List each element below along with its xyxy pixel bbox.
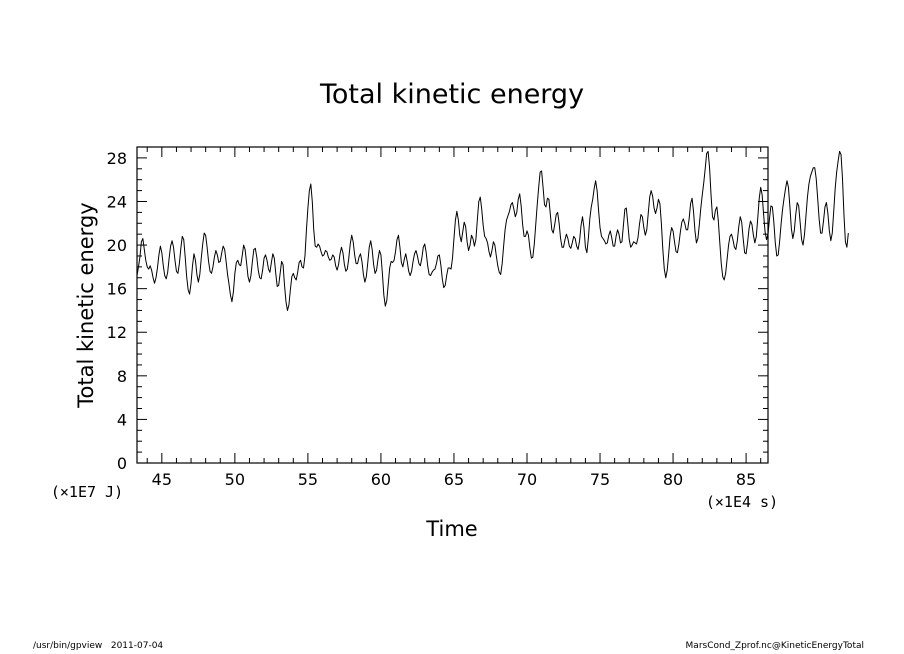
footer-right-text: MarsCond_Zprof.nc@KineticEnergyTotal	[685, 641, 864, 651]
x-tick-label: 60	[371, 470, 391, 489]
x-tick-label: 80	[663, 470, 683, 489]
y-tick-label: 0	[117, 454, 127, 473]
axis-ticks	[137, 146, 768, 464]
y-tick-label: 8	[117, 367, 127, 386]
plot-frame	[136, 146, 769, 464]
chart-title: Total kinetic energy	[319, 79, 584, 110]
x-tick-label: 70	[517, 470, 537, 489]
y-tick-label: 4	[117, 410, 127, 429]
y-tick-label: 16	[107, 280, 127, 299]
axis-tick-labels: 45 50 55 60 65 70 75 80 85 0 4 8 12 16 20 24 28	[107, 149, 757, 489]
x-tick-label: 85	[736, 470, 756, 489]
plot-area	[136, 150, 849, 311]
x-tick-label: 55	[298, 470, 318, 489]
x-tick-label: 45	[152, 470, 172, 489]
footer-left-text: /usr/bin/gpview 2011-07-04	[33, 641, 164, 651]
y-unit-label: (×1E7 J)	[51, 483, 123, 501]
series-line-0	[136, 150, 849, 311]
y-axis-label: Total kinetic energy	[74, 202, 98, 408]
x-tick-label: 75	[590, 470, 610, 489]
y-tick-label: 12	[107, 323, 127, 342]
x-axis-label: Time	[425, 517, 477, 541]
x-unit-label: (×1E4 s)	[706, 493, 778, 511]
x-tick-label: 50	[225, 470, 245, 489]
x-tick-label: 65	[444, 470, 464, 489]
y-tick-label: 20	[107, 236, 127, 255]
y-tick-label: 24	[107, 192, 127, 211]
y-tick-label: 28	[107, 149, 127, 168]
